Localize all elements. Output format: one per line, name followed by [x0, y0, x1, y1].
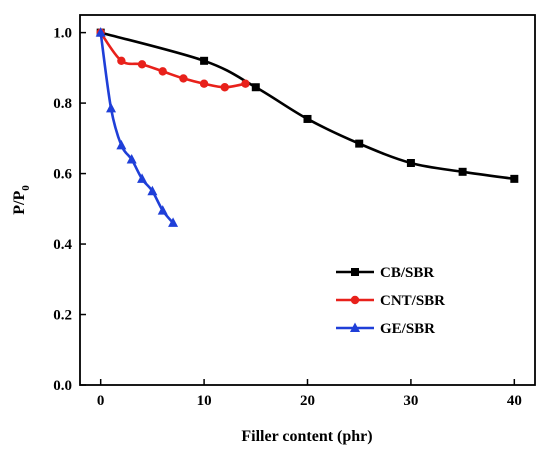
- data-point-cnt-sbr: [199, 79, 209, 88]
- data-point-cb-sbr: [510, 174, 519, 183]
- data-point-ge-sbr: [157, 205, 168, 215]
- data-series: [95, 27, 519, 227]
- x-tick-label: 10: [197, 393, 212, 409]
- y-tick-label: 0.8: [53, 96, 72, 112]
- data-point-cb-sbr: [303, 114, 312, 123]
- data-point-cb-sbr: [458, 167, 467, 176]
- data-point-cnt-sbr: [241, 79, 250, 88]
- data-point-ge-sbr: [147, 185, 158, 196]
- y-tick-label: 0.4: [53, 237, 72, 253]
- series-cb-sbr: [96, 28, 519, 183]
- y-tick-label: 0.6: [53, 167, 72, 183]
- x-axis-title: Filler content (phr): [241, 428, 372, 445]
- data-point-ge-sbr: [116, 139, 127, 150]
- series-ge-sbr: [95, 27, 179, 227]
- x-tick-label: 40: [507, 393, 522, 409]
- y-tick-label: 0.2: [53, 308, 72, 324]
- data-point-cb-sbr: [406, 159, 415, 167]
- plot-frame: [79, 14, 536, 386]
- data-point-ge-sbr: [168, 217, 179, 227]
- legend: CB/SBR CNT/SBR GE/SBR: [336, 265, 445, 337]
- data-point-cnt-sbr: [117, 56, 126, 66]
- data-point-ge-sbr: [106, 102, 117, 113]
- series-line-ge-sbr: [99, 32, 175, 224]
- y-axis-title: P/P0: [11, 185, 32, 215]
- data-point-cnt-sbr: [158, 67, 167, 76]
- series-line-cb-sbr: [100, 31, 515, 181]
- axis-ticks: 0 10 20 30 40 0.0 0.2 0.4 0.6 0.8 1.0: [53, 26, 522, 409]
- y-tick-label: 1.0: [53, 26, 72, 42]
- x-tick-label: 0: [97, 393, 105, 409]
- x-tick-label: 20: [300, 393, 315, 409]
- data-point-cnt-sbr: [137, 60, 147, 69]
- x-tick-label: 30: [403, 393, 418, 409]
- y-axis-title-main: P/P: [11, 191, 28, 215]
- data-point-cnt-sbr: [220, 83, 229, 92]
- data-point-ge-sbr: [126, 153, 137, 164]
- legend-marker-ge-sbr: [350, 322, 360, 332]
- legend-marker-cb-sbr: [351, 268, 359, 276]
- data-point-ge-sbr: [137, 173, 148, 183]
- data-point-cnt-sbr: [179, 74, 188, 83]
- legend-label-ge-sbr: GE/SBR: [380, 321, 435, 337]
- data-point-cb-sbr: [200, 56, 209, 65]
- y-tick-label: 0.0: [53, 378, 72, 394]
- legend-marker-cnt-sbr: [350, 295, 360, 305]
- data-point-cb-sbr: [355, 139, 364, 148]
- legend-label-cnt-sbr: CNT/SBR: [380, 293, 445, 309]
- data-point-ge-sbr: [95, 27, 106, 37]
- legend-label-cb-sbr: CB/SBR: [380, 265, 434, 281]
- data-point-cb-sbr: [251, 83, 260, 92]
- y-axis-title-subscript: 0: [20, 185, 32, 191]
